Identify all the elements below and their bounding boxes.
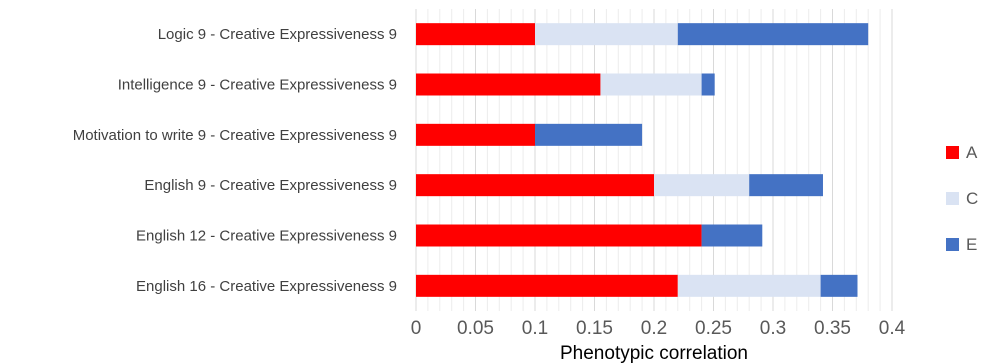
category-labels: Logic 9 - Creative Expressiveness 9 Intel… xyxy=(73,26,397,295)
category-label: Intelligence 9 - Creative Expressiveness… xyxy=(118,77,397,94)
x-tick-label: 0.15 xyxy=(576,318,613,339)
legend-swatch xyxy=(946,192,959,205)
bar-segment-c xyxy=(677,274,821,297)
category-label: Motivation to write 9 - Creative Express… xyxy=(73,127,397,144)
category-label: English 12 - Creative Expressiveness 9 xyxy=(136,228,397,245)
x-tick-label: 0.25 xyxy=(695,318,732,339)
x-tick-label: 0.4 xyxy=(879,318,906,339)
x-tick-label: 0.1 xyxy=(522,318,548,339)
bar-segment-c xyxy=(600,73,702,96)
x-tick-label: 0 xyxy=(411,318,422,339)
bar-segment-a xyxy=(416,23,535,46)
bar-segment-a xyxy=(416,224,702,247)
category-label: English 9 - Creative Expressiveness 9 xyxy=(144,177,397,194)
bar-segment-a xyxy=(416,174,654,197)
legend-swatch xyxy=(946,146,959,159)
grid-lines xyxy=(415,9,893,311)
bar-segment-e xyxy=(749,174,823,197)
legend-label: A xyxy=(966,143,978,162)
legend: A C E xyxy=(946,143,978,254)
bar-segment-e xyxy=(820,274,858,297)
x-tick-labels: 0 0.05 0.1 0.15 0.2 0.25 0.3 0.35 0.4 xyxy=(411,318,906,339)
bar-segment-a xyxy=(416,123,535,146)
bar-segment-c xyxy=(654,174,750,197)
x-tick-label: 0.2 xyxy=(641,318,667,339)
category-label: English 16 - Creative Expressiveness 9 xyxy=(136,278,397,295)
bar-segment-a xyxy=(416,73,601,96)
bar-segment-e xyxy=(677,23,869,46)
x-tick-label: 0.3 xyxy=(760,318,786,339)
x-tick-label: 0.35 xyxy=(814,318,851,339)
bar-segment-c xyxy=(535,23,678,46)
bars xyxy=(416,23,869,297)
legend-label: E xyxy=(966,235,977,254)
legend-swatch xyxy=(946,238,959,251)
x-axis-title: Phenotypic correlation xyxy=(560,343,748,363)
bar-segment-e xyxy=(701,224,763,247)
legend-label: C xyxy=(966,189,978,208)
x-tick-label: 0.05 xyxy=(457,318,494,339)
category-label: Logic 9 - Creative Expressiveness 9 xyxy=(158,26,397,43)
bar-segment-a xyxy=(416,274,678,297)
bar-segment-e xyxy=(701,73,715,96)
bar-segment-e xyxy=(535,123,643,146)
